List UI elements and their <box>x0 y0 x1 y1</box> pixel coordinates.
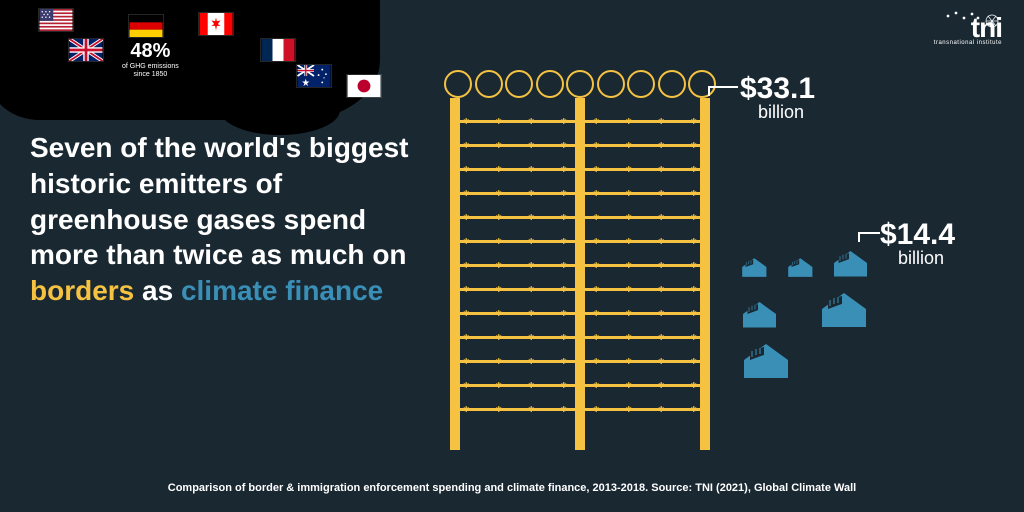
barbed-wire: ✱✱✱✱✱✱✱✱ <box>450 165 710 173</box>
razor-coil <box>597 70 625 98</box>
borders-callout-line <box>708 86 738 88</box>
headline-part2: as <box>134 275 181 306</box>
barbed-wire: ✱✱✱✱✱✱✱✱ <box>450 261 710 269</box>
barbed-wire: ✱✱✱✱✱✱✱✱ <box>450 189 710 197</box>
razor-coil <box>505 70 533 98</box>
tni-logo: tni transnational institute <box>934 12 1002 46</box>
barbed-wire: ✱✱✱✱✱✱✱✱ <box>450 237 710 245</box>
headline-borders-word: borders <box>30 275 134 306</box>
footer-source: Comparison of border & immigration enfor… <box>0 482 1024 494</box>
solar-house-icon <box>740 340 792 385</box>
fence-post <box>575 98 585 450</box>
borders-amount: $33.1 <box>740 72 815 106</box>
emissions-sub1: of GHG emissions <box>122 63 179 71</box>
uk-flag <box>68 38 104 62</box>
emissions-stat: 48% of GHG emissions since 1850 <box>122 40 179 78</box>
climate-callout-line <box>858 232 880 234</box>
solar-house-icon <box>831 248 870 283</box>
australia-flag <box>296 64 332 88</box>
japan-flag <box>346 74 382 98</box>
borders-value: $33.1 billion <box>740 72 815 123</box>
razor-coil <box>444 70 472 98</box>
barbed-wire: ✱✱✱✱✱✱✱✱ <box>450 117 710 125</box>
headline-part1: Seven of the world's biggest historic em… <box>30 132 409 270</box>
dandelion-icon <box>942 8 1002 28</box>
barbed-wire: ✱✱✱✱✱✱✱✱ <box>450 405 710 413</box>
razor-coil <box>658 70 686 98</box>
barbed-wire: ✱✱✱✱✱✱✱✱ <box>450 213 710 221</box>
barbed-wire: ✱✱✱✱✱✱✱✱ <box>450 381 710 389</box>
emissions-percent: 48% <box>122 40 179 63</box>
razor-coil <box>536 70 564 98</box>
germany-flag <box>128 14 164 38</box>
fence-post <box>700 98 710 450</box>
razor-coil <box>627 70 655 98</box>
france-flag <box>260 38 296 62</box>
barbed-wire: ✱✱✱✱✱✱✱✱ <box>450 309 710 317</box>
barbed-wire: ✱✱✱✱✱✱✱✱ <box>450 285 710 293</box>
fence-post <box>450 98 460 450</box>
barbed-wire: ✱✱✱✱✱✱✱✱ <box>450 333 710 341</box>
emissions-sub2: since 1850 <box>122 71 179 79</box>
razor-coil <box>475 70 503 98</box>
solar-house-icon <box>786 256 815 283</box>
usa-flag <box>38 8 74 32</box>
border-fence-graphic: ✱✱✱✱✱✱✱✱ ✱✱✱✱✱✱✱✱ ✱✱✱✱✱✱✱✱ ✱✱✱✱✱✱✱✱ ✱✱✱✱✱✱✱✱… <box>450 70 710 450</box>
logo-subtitle: transnational institute <box>934 40 1002 46</box>
climate-amount: $14.4 <box>880 218 955 252</box>
barbed-wire: ✱✱✱✱✱✱✱✱ <box>450 357 710 365</box>
headline: Seven of the world's biggest historic em… <box>30 130 430 309</box>
headline-climate-word: climate finance <box>181 275 383 306</box>
solar-houses-graphic <box>740 248 870 385</box>
razor-coil <box>688 70 716 98</box>
canada-flag <box>198 12 234 36</box>
barbed-wire: ✱✱✱✱✱✱✱✱ <box>450 141 710 149</box>
solar-house-icon <box>818 289 870 334</box>
climate-value: $14.4 billion <box>880 218 955 269</box>
solar-house-icon <box>740 299 779 334</box>
solar-house-icon <box>740 256 769 283</box>
razor-coil <box>566 70 594 98</box>
